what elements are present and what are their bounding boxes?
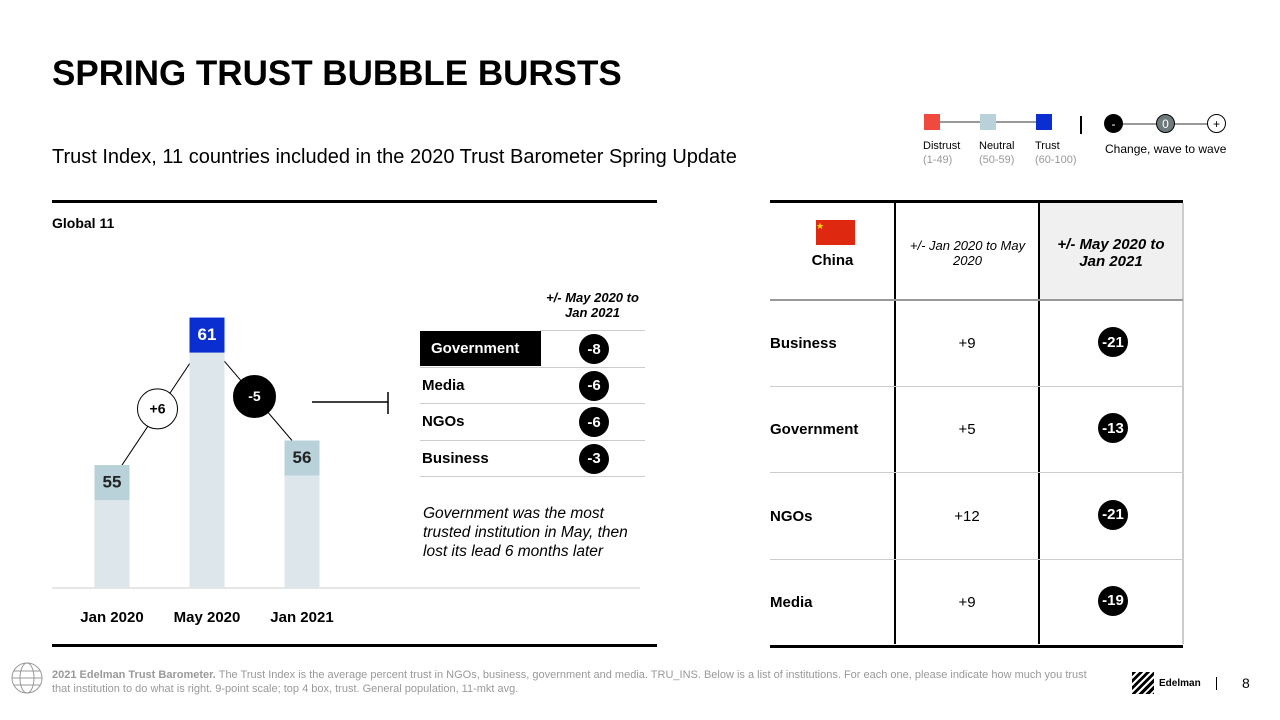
x-label: Jan 2020 [80,609,143,626]
row-label: Business [770,335,837,352]
row-rule [420,439,645,441]
logo-mark [1132,672,1154,694]
value-label: 55 [103,473,122,492]
change-zero: 0 [1156,114,1175,133]
brand: Edelman [1159,678,1201,689]
col-rule [894,203,896,644]
x-label: Jan 2021 [270,609,333,626]
row-label: Media [770,593,813,611]
highlight [420,331,541,366]
inst-change: -6 [579,407,609,437]
value-box [94,465,130,501]
inst-name: Business [422,449,489,467]
legend-swatch [924,114,940,130]
row-rule [540,330,645,331]
change-label: +6 [150,401,166,417]
value-box [189,317,225,353]
col-header: +/- May 2020 to Jan 2021 [1057,235,1165,270]
country: China [811,252,854,269]
flag: ★ [816,220,855,245]
value-label: 56 [293,448,312,467]
row-label: Government [770,421,859,439]
page-number: 8 [1242,675,1250,691]
change-1: +5 [958,421,976,439]
inst-change: -6 [579,370,609,401]
legend-label: Neutral [979,140,1015,152]
change-2: -19 [1098,585,1128,616]
globe-icon [11,662,43,694]
change-label: -5 [248,388,261,404]
row-label: NGOs [770,507,813,525]
row-rule [770,386,1183,387]
change-1: +9 [958,335,976,352]
subtitle: Trust Index, 11 countries included in th… [52,146,737,168]
x-label: May 2020 [174,609,241,626]
chart-title: Global 11 [52,215,115,231]
rule [770,200,1183,203]
change-bubble [233,375,276,419]
col-rule [1182,203,1184,644]
footnote-text: The Trust Index is the average percent t… [52,669,1087,695]
legend-swatch [1036,114,1052,130]
footnote-bold: 2021 Edelman Trust Barometer. [52,669,216,681]
row-rule [420,366,645,368]
legend-range: (60-100) [1035,154,1077,166]
rule [52,644,657,647]
row-rule [770,558,1183,560]
inst-change: -8 [579,334,609,364]
header-shade [1039,203,1183,300]
inst-name: NGOs [422,413,465,430]
row-rule [420,476,645,477]
change-1: +9 [958,593,976,611]
change-2: -21 [1098,327,1128,357]
row-rule [770,472,1183,474]
legend-line [940,121,980,123]
legend-range: (50-59) [979,154,1015,166]
change-label: Change, wave to wave [1105,142,1227,156]
legend-swatch [980,114,996,130]
footnote: 2021 Edelman Trust Barometer. The Trust … [52,668,1092,696]
inst-name: Media [422,376,465,394]
note: Government was the most trusted institut… [423,505,628,560]
change-plus: + [1207,114,1226,133]
change-minus: - [1104,114,1123,133]
col-header: +/- Jan 2020 to May 2020 [909,237,1026,268]
chart: 55 Jan 2020 61 May 2020 56 Jan 2021 +6 -5 [52,317,640,626]
change-1: +12 [954,507,980,525]
divider [1216,677,1217,690]
change-bubble [137,388,178,430]
row-rule [770,644,1183,648]
inst-name: Government [431,340,520,357]
value-label: 61 [198,325,217,344]
change-2: -13 [1098,413,1128,444]
change-2: -21 [1098,499,1128,530]
inst-change: -3 [579,443,609,474]
rule [52,200,657,203]
title: SPRING TRUST BUBBLE BURSTS [52,54,622,93]
col-rule [1038,203,1040,644]
inst-header: +/- May 2020 to Jan 2021 [546,290,639,320]
legend-range: (1-49) [923,154,953,166]
legend-label: Trust [1035,140,1060,152]
legend-label: Distrust [923,140,961,152]
row-rule [770,299,1183,301]
legend-line [996,121,1036,123]
value-box [284,440,320,476]
legend-divider [1080,116,1082,134]
row-rule [420,403,645,404]
column [189,317,225,588]
